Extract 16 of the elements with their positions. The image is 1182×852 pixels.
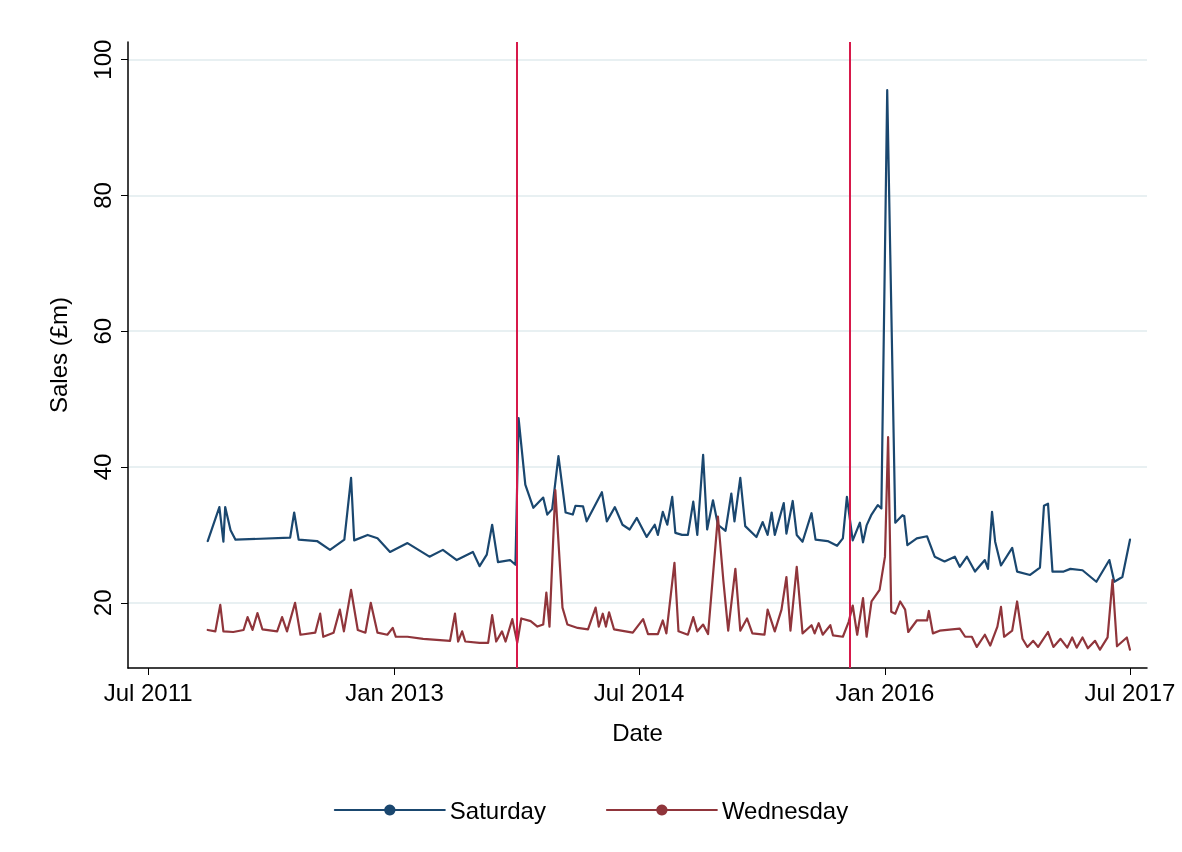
y-tick-label: 60 [88, 317, 116, 345]
line-series [206, 436, 1132, 651]
x-tick-label: Jul 2011 [103, 678, 193, 706]
legend-label: Wednesday [721, 796, 849, 824]
x-tick-label: Jul 2014 [593, 678, 685, 706]
y-tick-label: 20 [88, 589, 116, 617]
x-tick-label: Jan 2016 [835, 678, 935, 706]
x-axis-title: Date [612, 718, 663, 746]
y-tick-label: 100 [88, 39, 116, 80]
x-tick-label: Jul 2017 [1084, 678, 1176, 706]
line-series [206, 89, 1132, 583]
x-tick-label: Jan 2013 [345, 678, 444, 706]
legend-label: Saturday [449, 796, 546, 824]
y-axis-title: Sales (£m) [44, 296, 72, 414]
y-tick-label: 40 [88, 453, 116, 481]
y-tick-label: 80 [88, 182, 116, 209]
